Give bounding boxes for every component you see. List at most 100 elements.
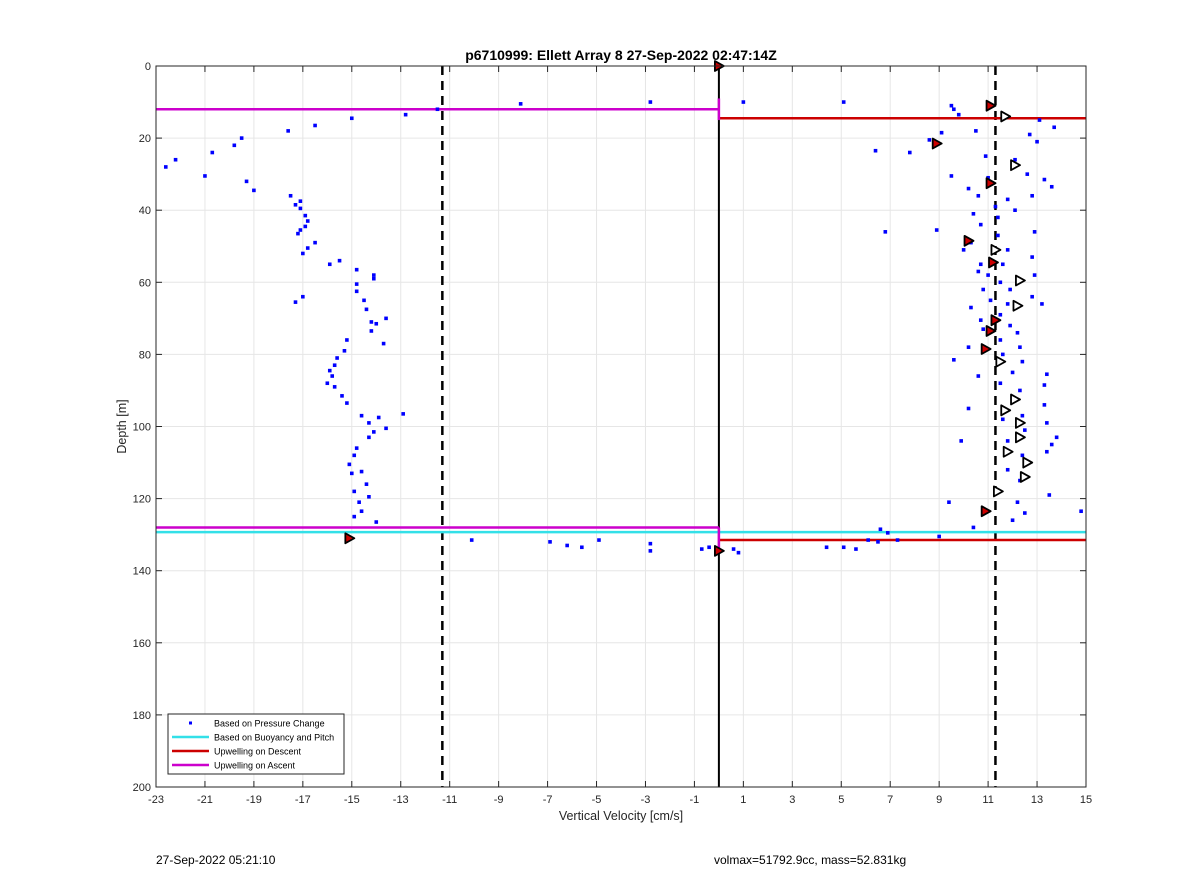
pressure-change-point	[325, 381, 330, 386]
x-tick-label: -21	[197, 794, 213, 806]
pressure-change-point	[347, 462, 352, 467]
pressure-change-point	[1030, 193, 1034, 198]
open-triangle-marker	[1022, 456, 1034, 469]
pressure-change-point	[1052, 125, 1056, 130]
pressure-change-point	[969, 305, 973, 310]
x-tick-label: -13	[393, 794, 409, 806]
pressure-change-point	[1015, 500, 1020, 505]
pressure-change-point	[1027, 132, 1032, 137]
pressure-change-point	[1005, 302, 1010, 306]
y-tick-label: 80	[139, 349, 151, 361]
y-tick-label: 140	[133, 566, 151, 578]
tick-labels: -23 -21 -19 -17 -15 -13 -11 -9 -7 -5 -3 -1 1 3 5 7 9 11 13…	[133, 61, 1092, 806]
x-tick-label: 11	[982, 794, 993, 806]
pressure-change-point	[1010, 370, 1015, 375]
red-triangle-marker	[990, 314, 1002, 327]
pressure-change-point	[293, 202, 298, 207]
pressure-change-point	[959, 439, 963, 443]
pressure-change-point	[998, 338, 1003, 342]
pressure-change-point	[367, 421, 371, 425]
pressure-change-point	[548, 540, 552, 544]
legend: Based on Pressure Change Based on Buoyanc…	[167, 713, 345, 775]
pressure-change-point	[288, 193, 293, 198]
pressure-change-point	[244, 179, 249, 184]
pressure-change-point	[1045, 449, 1049, 454]
pressure-change-point	[988, 298, 993, 303]
pressure-change-point	[313, 240, 317, 245]
pressure-change-point	[1049, 184, 1054, 189]
pressure-change-point	[359, 413, 364, 418]
y-tick-label: 180	[133, 710, 151, 722]
legend-label: Based on Buoyancy and Pitch	[214, 733, 334, 743]
pressure-change-point	[1000, 417, 1005, 422]
pressure-change-point	[384, 316, 388, 321]
pressure-change-point	[1042, 403, 1047, 407]
pressure-change-point	[731, 547, 736, 551]
pressure-change-point	[736, 550, 741, 555]
y-tick-label: 100	[133, 422, 151, 434]
pressure-change-point	[949, 174, 954, 178]
open-triangle-marker	[995, 355, 1007, 368]
pressure-change-point	[1000, 262, 1005, 267]
pressure-change-point	[301, 251, 305, 256]
pressure-change-point	[1079, 509, 1083, 514]
pressure-change-point	[978, 262, 983, 267]
pressure-change-point	[998, 381, 1003, 386]
pressure-change-point	[296, 231, 300, 236]
pressure-change-point	[337, 258, 342, 263]
x-tick-label: -19	[246, 794, 262, 806]
open-triangle-marker	[1015, 431, 1026, 444]
pressure-change-point	[1025, 172, 1030, 176]
pressure-change-point	[340, 394, 344, 398]
x-tick-label: -17	[295, 794, 311, 806]
open-triangle-marker	[1000, 404, 1012, 417]
pressure-change-point	[298, 199, 303, 203]
legend-swatch-dot	[189, 721, 192, 725]
pressure-change-point	[1010, 518, 1015, 523]
pressure-change-point	[298, 228, 303, 232]
pressure-change-point	[518, 102, 523, 106]
pressure-change-point	[1045, 372, 1049, 377]
x-tick-label: 5	[838, 794, 844, 806]
open-triangle-marker	[1012, 299, 1024, 312]
pressure-change-point	[252, 188, 256, 193]
pressure-change-point	[956, 112, 961, 117]
pressure-change-point	[1037, 118, 1042, 122]
pressure-change-point	[210, 150, 215, 155]
pressure-change-point	[978, 222, 983, 227]
red-triangle-marker	[985, 99, 997, 112]
pressure-change-point	[369, 329, 374, 333]
reference-lines	[156, 66, 1086, 787]
pressure-change-point	[986, 273, 990, 277]
pressure-change-point	[981, 327, 986, 331]
x-axis-label: Vertical Velocity [cm/s]	[559, 809, 683, 823]
pressure-change-point	[976, 269, 981, 274]
legend-label: Upwelling on Descent	[214, 747, 302, 757]
pressure-change-point	[1030, 294, 1034, 299]
open-triangle-marker	[1015, 416, 1026, 429]
pressure-change-point	[978, 318, 983, 322]
pressure-change-point	[952, 358, 956, 362]
pressure-change-point	[349, 116, 354, 121]
red-triangle-marker	[980, 505, 992, 518]
pressure-change-point	[403, 112, 408, 117]
pressure-change-point	[1054, 435, 1059, 440]
legend-label: Upwelling on Ascent	[214, 761, 296, 771]
pressure-change-point	[1042, 177, 1047, 182]
pressure-change-point	[952, 107, 956, 112]
pressure-change-point	[239, 136, 244, 140]
pressure-change-point	[937, 534, 941, 539]
pressure-change-point	[376, 415, 381, 420]
pressure-change-point	[648, 100, 653, 104]
pressure-change-point	[305, 219, 310, 223]
pressure-change-point	[983, 154, 988, 158]
x-tick-label: -11	[442, 794, 457, 806]
red-triangle-marker	[963, 234, 975, 247]
pressure-change-point	[947, 500, 951, 505]
x-tick-label: -15	[344, 794, 360, 806]
pressure-change-point	[876, 540, 880, 544]
x-tick-label: -23	[148, 794, 164, 806]
pressure-change-point	[939, 130, 944, 135]
pressure-change-point	[1020, 359, 1025, 364]
pressure-change-point	[1000, 352, 1005, 357]
